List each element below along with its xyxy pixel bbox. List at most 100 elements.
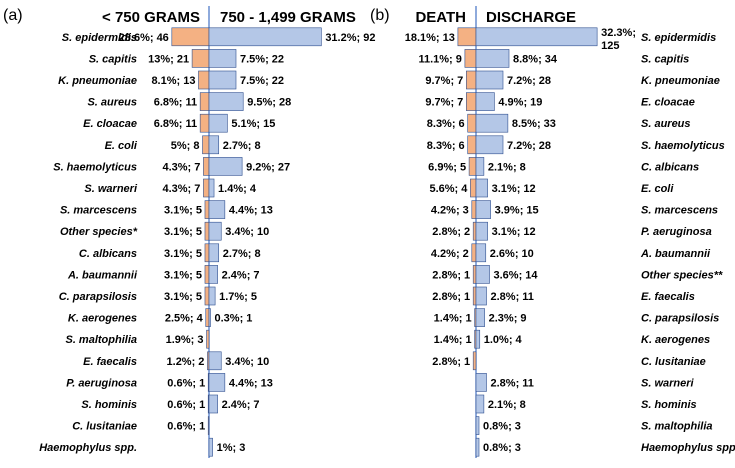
category-label: S. hominis [641,399,697,411]
right-bar-label: 3.1%; 12 [492,226,536,238]
right-bar-label: 2.6%; 10 [490,248,534,260]
panel-a-right-header: 750 - 1,499 GRAMS [220,9,356,26]
left-bar-label: 3.1%; 5 [164,248,202,260]
left-bar [467,135,477,155]
right-bar [208,157,243,176]
right-bar [475,221,488,241]
left-bar-label: 4.2%; 3 [431,205,469,217]
left-bar [457,27,477,47]
left-bar [199,92,210,111]
right-bar-label: 7.5%; 22 [240,75,284,87]
left-bar [465,70,477,90]
right-bar [208,437,213,457]
category-label: E. cloacae [83,118,137,130]
left-bar [171,27,210,47]
right-bar-label: 1.0%; 4 [484,334,523,346]
left-bar [204,200,210,219]
panel-a-label: (a) [3,7,23,24]
left-bar [472,265,477,284]
right-bar [208,178,215,198]
right-bar-label: 8.8%; 34 [513,53,558,65]
panel-b-left-header: DEATH [415,9,466,26]
right-bar [208,200,226,219]
category-label: S. epidermidis [641,32,716,44]
category-label: K. pneumoniae [58,75,137,87]
category-label: C. albicans [641,161,699,173]
panel-a-categories: S. epidermidis S. capitis K. pneumoniae S. … [39,32,138,454]
right-bar-label: 0.3%; 1 [215,313,253,325]
left-bar [465,92,477,111]
category-label: A. baumannii [640,248,711,260]
right-bar-label: 8.5%; 33 [512,118,556,130]
left-bar-label: 9.7%; 7 [425,75,463,87]
category-label: E. faecalis [83,356,137,368]
right-bar-label: 9.5%; 28 [247,97,291,109]
right-bar-label: 4.4%; 13 [229,377,273,389]
panel-b: (b) DEATH DISCHARGE S. epidermidis S. cap… [370,6,735,458]
category-label: C. parapsilosis [641,313,719,325]
left-bar-label: 8.3%; 6 [427,118,465,130]
right-bar-label: 3.4%; 10 [225,226,269,238]
right-bar-label: 4.9%; 19 [498,97,542,109]
right-bar-label: 1.4%; 4 [218,183,257,195]
category-label: S. maltophilia [65,334,137,346]
right-bar [475,394,485,414]
right-bar [475,113,509,133]
left-bar-label: 3.1%; 5 [164,226,202,238]
left-bar [204,286,210,306]
left-bar [191,49,210,68]
category-label: S. epidermidis [62,32,137,44]
left-bar-label: 9.7%; 7 [425,97,463,109]
right-bar [475,308,485,327]
right-bar-label: 5.1%; 15 [231,118,275,130]
left-bar [204,265,210,284]
category-label: K. aerogenes [68,313,137,325]
left-bar [470,178,477,198]
left-bar-label: 1.2%; 2 [167,356,205,368]
left-bar-label: 3.1%; 5 [164,269,202,281]
right-bar-label: 9.2%; 27 [246,161,290,173]
left-bar [207,416,210,435]
right-bar [475,286,487,306]
category-label: E. coli [105,140,138,152]
right-bar [208,27,322,47]
right-bar-label: 2.7%; 8 [223,140,261,152]
left-bar-label: 2.8%; 1 [432,269,470,281]
panel-b-left-series: 18.1%; 13 11.1%; 9 9.7%; 7 9.7%; 7 8.3%; 6 8.… [405,27,477,371]
category-label: S. haemolyticus [641,140,725,152]
right-bar [475,27,598,47]
right-bar-label: 2.1%; 8 [488,161,526,173]
category-label: E. faecalis [641,291,695,303]
category-label: Other species** [641,269,723,281]
category-label: P. aeruginosa [641,226,712,238]
right-bar [208,394,218,414]
left-bar-label: 1.4%; 1 [434,313,472,325]
category-label: S. haemolyticus [53,161,137,173]
left-bar [472,286,477,306]
right-bar-label: 1.7%; 5 [219,291,257,303]
category-label: C. albicans [79,248,137,260]
left-bar [205,308,210,327]
category-label: Other species* [60,226,138,238]
right-bar-label: 2.8%; 11 [491,291,534,303]
category-label: A. baumannii [67,269,138,281]
left-bar-label: 3.1%; 5 [164,205,202,217]
left-bar-label: 5.6%; 4 [429,183,468,195]
left-bar [204,243,210,263]
category-label: K. pneumoniae [641,75,720,87]
right-bar [208,286,216,306]
category-label: C. lusitaniae [72,421,137,433]
right-bar-label: 0.8%; 3 [483,442,521,454]
left-bar-label: 2.8%; 1 [432,291,470,303]
left-bar-label: 3.1%; 5 [164,291,202,303]
right-bar [475,437,480,457]
right-bar [475,135,504,155]
left-bar-label: 1.4%; 1 [434,334,472,346]
category-label: S. warneri [641,377,695,389]
category-label: K. aerogenes [641,334,710,346]
panel-b-label: (b) [370,7,390,24]
right-bar [208,49,237,68]
right-bar-label: 7.2%; 28 [507,75,551,87]
right-bar [475,416,480,435]
